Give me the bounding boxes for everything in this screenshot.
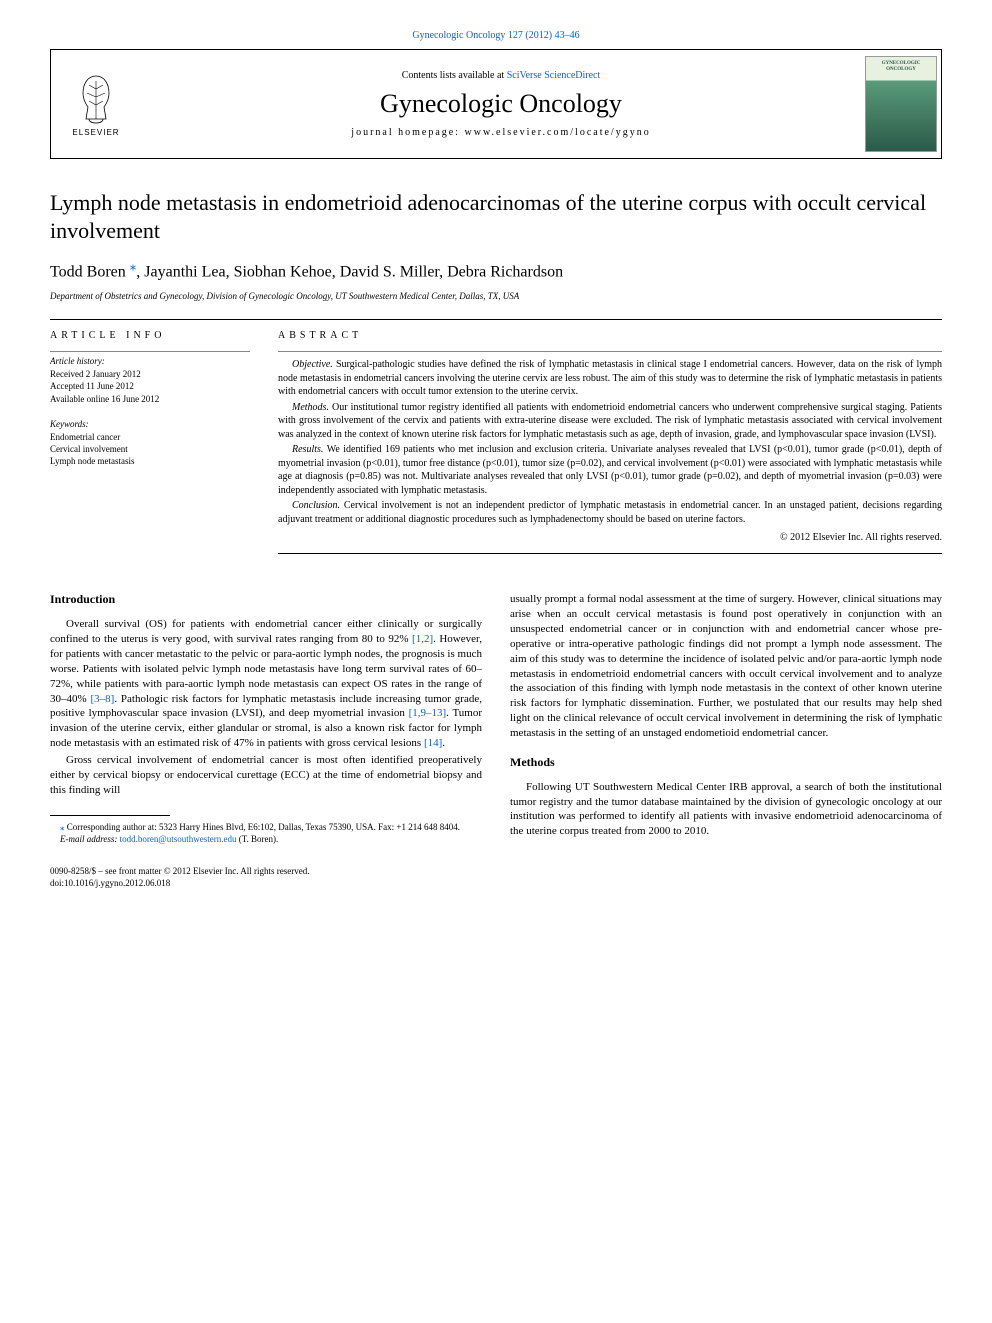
abstract-heading: ABSTRACT <box>278 330 942 341</box>
contents-lists: Contents lists available at SciVerse Sci… <box>149 70 853 81</box>
corresponding-footnote: ⁎ Corresponding author at: 5323 Harry Hi… <box>50 822 482 834</box>
methods-para-1: Following UT Southwestern Medical Center… <box>510 780 942 839</box>
online-date: Available online 16 June 2012 <box>50 393 250 405</box>
issn-line: 0090-8258/$ – see front matter © 2012 El… <box>50 866 310 878</box>
journal-homepage: journal homepage: www.elsevier.com/locat… <box>149 127 853 138</box>
abstract-rule <box>278 351 942 352</box>
affiliation: Department of Obstetrics and Gynecology,… <box>50 291 942 301</box>
page: Gynecologic Oncology 127 (2012) 43–46 EL… <box>0 0 992 919</box>
intro-para-2: Gross cervical involvement of endometria… <box>50 753 482 798</box>
received-date: Received 2 January 2012 <box>50 368 250 380</box>
sciencedirect-link[interactable]: SciVerse ScienceDirect <box>507 70 601 81</box>
body-columns: Introduction Overall survival (OS) for p… <box>50 592 942 889</box>
footnote-separator <box>50 815 170 816</box>
email-link[interactable]: todd.boren@utsouthwestern.edu <box>120 834 237 844</box>
email-footnote: E-mail address: todd.boren@utsouthwester… <box>50 834 482 846</box>
journal-header: ELSEVIER Contents lists available at Sci… <box>50 49 942 159</box>
elsevier-logo[interactable]: ELSEVIER <box>51 50 141 158</box>
abstract-methods: Methods. Our institutional tumor registr… <box>278 401 942 442</box>
header-center: Contents lists available at SciVerse Sci… <box>141 62 861 146</box>
objective-label: Objective. <box>292 359 336 370</box>
keywords-block: Keywords: Endometrial cancer Cervical in… <box>50 419 250 467</box>
conclusion-text: Cervical involvement is not an independe… <box>278 500 942 525</box>
objective-text: Surgical-pathologic studies have defined… <box>278 359 942 397</box>
ref-link-2[interactable]: [3–8] <box>91 693 115 705</box>
keyword-1: Endometrial cancer <box>50 431 250 443</box>
contents-prefix: Contents lists available at <box>402 70 507 81</box>
footer: 0090-8258/$ – see front matter © 2012 El… <box>50 866 482 889</box>
article-title: Lymph node metastasis in endometrioid ad… <box>50 189 942 244</box>
elsevier-label: ELSEVIER <box>72 128 119 137</box>
methods-heading: Methods <box>510 755 942 770</box>
results-text: We identified 169 patients who met inclu… <box>278 444 942 496</box>
abstract: ABSTRACT Objective. Surgical-pathologic … <box>278 330 942 554</box>
methods-text: Our institutional tumor registry identif… <box>278 402 942 440</box>
abstract-objective: Objective. Surgical-pathologic studies h… <box>278 358 942 399</box>
homepage-url[interactable]: www.elsevier.com/locate/ygyno <box>465 127 651 138</box>
keyword-2: Cervical involvement <box>50 443 250 455</box>
abstract-conclusion: Conclusion. Cervical involvement is not … <box>278 499 942 526</box>
ref-link-4[interactable]: [14] <box>424 737 442 749</box>
journal-name: Gynecologic Oncology <box>149 89 853 119</box>
homepage-prefix: journal homepage: <box>351 127 464 138</box>
journal-cover[interactable]: GYNECOLOGIC ONCOLOGY <box>861 50 941 158</box>
conclusion-label: Conclusion. <box>292 500 344 511</box>
methods-label: Methods. <box>292 402 332 413</box>
abstract-results: Results. We identified 169 patients who … <box>278 443 942 497</box>
intro-p1e: . <box>442 737 445 749</box>
introduction-heading: Introduction <box>50 592 482 607</box>
email-label: E-mail address: <box>60 834 120 844</box>
history-label: Article history: <box>50 356 250 366</box>
footer-left: 0090-8258/$ – see front matter © 2012 El… <box>50 866 310 889</box>
article-info: ARTICLE INFO Article history: Received 2… <box>50 330 250 554</box>
accepted-date: Accepted 11 June 2012 <box>50 380 250 392</box>
divider-top <box>50 319 942 320</box>
corr-text: Corresponding author at: 5323 Harry Hine… <box>65 822 461 832</box>
citation-link[interactable]: Gynecologic Oncology 127 (2012) 43–46 <box>50 30 942 41</box>
author-post: , Jayanthi Lea, Siobhan Kehoe, David S. … <box>136 263 563 280</box>
doi-line: doi:10.1016/j.ygyno.2012.06.018 <box>50 878 310 890</box>
intro-para-1: Overall survival (OS) for patients with … <box>50 617 482 751</box>
ref-link-3[interactable]: [1,9–13] <box>409 707 447 719</box>
authors: Todd Boren ⁎, Jayanthi Lea, Siobhan Keho… <box>50 258 942 281</box>
abstract-bottom-rule <box>278 553 942 554</box>
results-label: Results. <box>292 444 327 455</box>
article-history: Article history: Received 2 January 2012… <box>50 351 250 404</box>
cover-thumbnail: GYNECOLOGIC ONCOLOGY <box>865 56 937 152</box>
author-pre: Todd Boren <box>50 263 130 280</box>
info-abstract-row: ARTICLE INFO Article history: Received 2… <box>50 330 942 554</box>
elsevier-tree-icon <box>71 71 121 126</box>
keywords-label: Keywords: <box>50 419 250 429</box>
right-column: usually prompt a formal nodal assessment… <box>510 592 942 889</box>
cover-label: GYNECOLOGIC ONCOLOGY <box>868 61 934 72</box>
left-column: Introduction Overall survival (OS) for p… <box>50 592 482 889</box>
article-info-heading: ARTICLE INFO <box>50 330 250 341</box>
email-suffix: (T. Boren). <box>236 834 278 844</box>
col2-para-1: usually prompt a formal nodal assessment… <box>510 592 942 740</box>
keyword-3: Lymph node metastasis <box>50 455 250 467</box>
abstract-copyright: © 2012 Elsevier Inc. All rights reserved… <box>278 532 942 543</box>
ref-link-1[interactable]: [1,2] <box>412 633 433 645</box>
